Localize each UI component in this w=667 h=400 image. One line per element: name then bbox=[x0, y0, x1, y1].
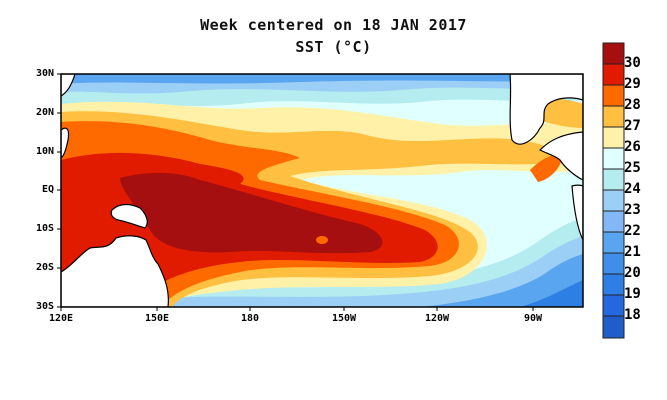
lat-tick-label: 30S bbox=[35, 301, 54, 312]
colorbar-label: 19 bbox=[624, 286, 641, 302]
sst-level-19-south bbox=[520, 280, 583, 307]
colorbar-label: 26 bbox=[624, 139, 641, 155]
lat-tick-label: 10N bbox=[35, 146, 54, 157]
lon-tick-label: 150W bbox=[331, 313, 357, 324]
new-guinea-land bbox=[110, 203, 148, 229]
sst-field bbox=[61, 74, 583, 307]
colorbar-label: 20 bbox=[624, 265, 641, 281]
colorbar-label: 22 bbox=[624, 223, 641, 239]
colorbar bbox=[602, 42, 625, 339]
lat-tick-label: 10S bbox=[35, 223, 54, 234]
central-america-isthmus-land bbox=[538, 131, 583, 181]
australia-land bbox=[61, 235, 169, 307]
lon-tick-label: 120W bbox=[424, 313, 450, 324]
central-america-land bbox=[509, 74, 583, 145]
lat-tick-label: EQ bbox=[41, 184, 54, 195]
colorbar-label: 29 bbox=[624, 76, 641, 92]
philippines-land bbox=[61, 127, 70, 159]
colorbar-label: 30 bbox=[624, 55, 641, 71]
sst-level-28-patch bbox=[316, 236, 328, 244]
colorbar-label: 25 bbox=[624, 160, 641, 176]
colorbar-label: 18 bbox=[624, 307, 641, 323]
lon-tick-label: 150E bbox=[144, 313, 170, 324]
sst-level-23-south bbox=[170, 236, 583, 307]
lat-tick-label: 30N bbox=[35, 68, 54, 79]
colorbar-label: 23 bbox=[624, 202, 641, 218]
figure-subtitle: SST (°C) bbox=[295, 38, 372, 56]
colorbar-label: 21 bbox=[624, 244, 641, 260]
sst-gulf-panama bbox=[530, 155, 562, 182]
sst-level-21-north bbox=[61, 74, 583, 84]
lat-tick-label: 20S bbox=[35, 262, 54, 273]
sst-level-21-south bbox=[420, 254, 583, 307]
sst-level-30 bbox=[120, 172, 383, 254]
south-america-land bbox=[571, 184, 583, 241]
colorbar-label: 24 bbox=[624, 181, 641, 197]
lon-tick-label: 90W bbox=[523, 313, 543, 324]
figure-title: Week centered on 18 JAN 2017 bbox=[200, 16, 467, 34]
land-masses bbox=[61, 74, 583, 307]
lat-tick-label: 20N bbox=[35, 107, 54, 118]
colorbar-label: 27 bbox=[624, 118, 641, 134]
colorbar-label: 28 bbox=[624, 97, 641, 113]
lon-tick-label: 180 bbox=[240, 313, 260, 324]
axis-ticks bbox=[57, 73, 534, 311]
lon-tick-label: 120E bbox=[48, 313, 74, 324]
